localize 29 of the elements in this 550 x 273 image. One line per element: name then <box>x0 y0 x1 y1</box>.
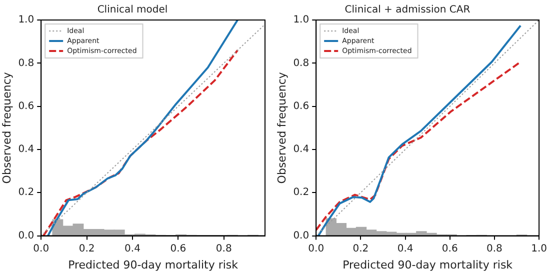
y-tick-label: 0.0 <box>18 230 34 242</box>
y-tick-label: 0.6 <box>18 100 34 112</box>
x-tick-label: 0.2 <box>78 243 95 254</box>
x-tick-label: 0.0 <box>33 243 50 254</box>
y-tick-label: 0.0 <box>293 230 310 242</box>
chart-title: Clinical model <box>97 4 168 16</box>
x-tick-label: 0.6 <box>442 243 458 254</box>
y-tick-label: 0.8 <box>293 58 310 69</box>
y-tick-label: 0.2 <box>18 187 34 198</box>
y-tick-label: 0.2 <box>293 187 310 198</box>
x-tick-label: 0.4 <box>124 243 140 254</box>
x-tick-label: 0.0 <box>308 243 324 254</box>
x-axis-title: Predicted 90-day mortality risk <box>342 258 514 272</box>
y-tick-label: 1.0 <box>18 14 34 26</box>
x-tick-label: 0.8 <box>486 243 502 254</box>
x-tick-label: 1.0 <box>531 243 547 254</box>
x-tick-label: 0.6 <box>170 243 186 254</box>
x-tick-label: 0.8 <box>216 243 232 254</box>
y-axis-title: Observed frequency <box>275 72 288 184</box>
y-tick-label: 0.8 <box>18 58 34 69</box>
x-axis-title: Predicted 90-day mortality risk <box>68 258 239 272</box>
y-tick-label: 1.0 <box>293 14 310 26</box>
x-tick-label: 0.2 <box>352 243 369 254</box>
chart-title: Clinical + admission CAR <box>344 4 470 16</box>
y-tick-label: 0.4 <box>18 144 34 156</box>
x-tick-label: 0.4 <box>397 243 414 254</box>
y-axis-title: Observed frequency <box>0 72 14 184</box>
y-tick-label: 0.6 <box>293 100 310 112</box>
y-tick-label: 0.4 <box>293 144 310 156</box>
